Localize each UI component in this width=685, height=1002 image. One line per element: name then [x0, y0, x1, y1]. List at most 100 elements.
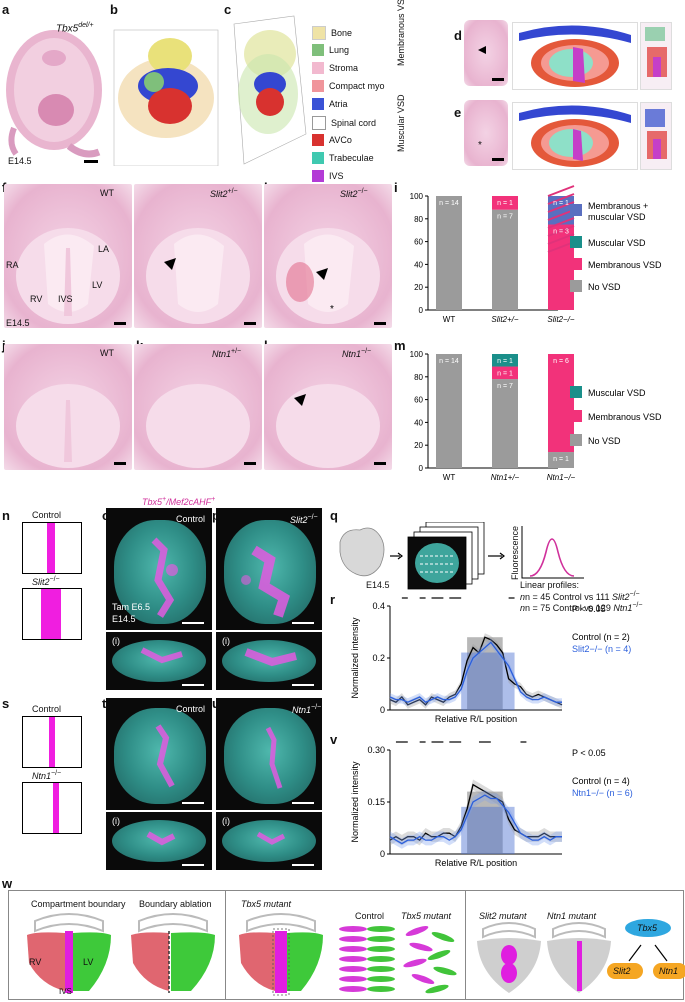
e-histology-image: * — [464, 100, 508, 166]
scale-bar — [374, 462, 386, 465]
3d-reconstruction-c — [224, 14, 310, 166]
k-histology-image — [134, 344, 262, 470]
w-tbx5-mutant-label2: Tbx5 mutant — [401, 911, 452, 921]
j-histology-image — [4, 344, 132, 470]
legend-swatch — [570, 236, 582, 248]
scale-bar — [114, 322, 126, 325]
w-rv-label: RV — [29, 957, 42, 967]
fluor-header: Tbx5+/Mef2cAHF+ — [142, 496, 216, 507]
legend-item: AVCo — [312, 134, 352, 146]
q-line1: Linear profiles: — [520, 580, 580, 590]
f-ivs-label: IVS — [58, 294, 73, 304]
series-line — [389, 641, 562, 703]
svg-text:*: * — [330, 304, 334, 315]
x-tick-label: Slit2+/− — [491, 315, 518, 324]
w-ntn1-node-label: Ntn1 — [659, 966, 679, 976]
t-control-label: Control — [176, 704, 206, 714]
scale-bar — [114, 462, 126, 465]
bar — [492, 366, 518, 380]
d-histology-image — [464, 20, 508, 86]
legend-label: No VSD — [588, 436, 621, 446]
s-mutant-label: Ntn1−/− — [32, 770, 62, 781]
s-control-label: Control — [32, 704, 62, 714]
legend-item: Compact myo — [312, 80, 385, 92]
y-tick-label: 0.15 — [367, 797, 385, 807]
legend-item: Lung — [312, 44, 349, 56]
t-sub-label: (i) — [112, 816, 120, 826]
p-genotype: Slit2−/− — [290, 514, 318, 525]
shaded-bar-mutant — [461, 806, 515, 854]
n-mutant-boundary-schematic — [22, 588, 82, 640]
legend-swatch — [570, 386, 582, 398]
legend-label: Control (n = 2) — [572, 632, 630, 642]
bar — [492, 354, 518, 367]
p-value-label: P < 0.05 — [572, 748, 606, 758]
f-ra-label: RA — [6, 260, 19, 270]
scale-bar — [244, 462, 256, 465]
bar — [436, 354, 462, 468]
y-tick-label: 100 — [410, 192, 424, 201]
legend-item: Bone — [312, 26, 352, 40]
legend-item: Stroma — [312, 62, 358, 74]
w-lv-label: LV — [83, 957, 94, 967]
e-side-render — [640, 102, 672, 170]
y-tick-label: 60 — [414, 238, 423, 247]
legend-swatch — [570, 280, 582, 292]
y-tick-label: 0.2 — [372, 653, 385, 663]
bar-label: n = 1 — [497, 358, 513, 365]
w-boundary-ablation: Boundary ablation — [139, 899, 212, 909]
w-compartment-boundary: Compartment boundary — [31, 899, 126, 909]
y-tick-label: 0 — [380, 849, 385, 859]
panel-letter-e: e — [454, 105, 462, 120]
x-tick-label: Slit2−/− — [547, 315, 574, 324]
panel-letter-d: d — [454, 28, 462, 43]
series-band — [390, 789, 562, 849]
y-tick-label: 20 — [414, 441, 423, 450]
u-fluor-image: Ntn1−/− — [216, 698, 322, 810]
y-tick-label: 0 — [419, 464, 424, 473]
l-histology-image — [264, 344, 392, 470]
panel-letter-v: v — [330, 732, 338, 747]
bar-hatch — [547, 201, 575, 213]
w-model-box: Compartment boundary Boundary ablation R… — [8, 890, 685, 1000]
bar — [492, 379, 518, 468]
o-sub-fluor-image: (i) — [106, 632, 212, 690]
n-mutant-label: Slit2−/− — [32, 576, 60, 587]
bar — [548, 354, 574, 453]
n-control-boundary-schematic — [22, 522, 82, 574]
legend-label: Muscular VSD — [588, 388, 646, 398]
f-stage-label: E14.5 — [6, 318, 30, 328]
n-control-label: Control — [32, 510, 62, 520]
s-control-boundary-schematic — [22, 716, 82, 768]
chart-r: 0 0.2 0.4 Normalized intensity Relative R/L … — [350, 597, 631, 724]
panel-letter-a: a — [2, 2, 10, 17]
series-line — [389, 783, 562, 841]
q-line3: nn = 75 Control vs 129 Ntn1−/− — [520, 602, 643, 613]
panel-letter-q: q — [330, 508, 338, 523]
legend-item: IVS — [312, 170, 344, 182]
legend-label: Slit2−/− (n = 4) — [572, 644, 631, 654]
j-wt-label: WT — [100, 348, 114, 358]
bar — [436, 196, 462, 310]
d-side-render — [640, 22, 672, 90]
bar-hatch — [547, 225, 575, 237]
bar — [492, 209, 518, 310]
legend-label: muscular VSD — [588, 212, 646, 222]
w-tbx5-node-label: Tbx5 — [637, 923, 658, 933]
y-tick-label: 80 — [414, 373, 423, 382]
y-axis-label: Normalized intensity — [350, 617, 360, 699]
h-histology-image: * — [264, 184, 392, 328]
q-schematic: E14.5 Fluorescence — [334, 521, 684, 592]
s-mutant-boundary-schematic — [22, 782, 82, 834]
scale-bar — [84, 160, 98, 163]
p-fluor-image: Slit2−/− — [216, 508, 322, 630]
bar-hatch — [547, 185, 575, 197]
w-tbx5-mutant-label: Tbx5 mutant — [241, 899, 292, 909]
y-tick-label: 40 — [414, 418, 423, 427]
w-ntn1-node — [653, 963, 685, 979]
t-fluor-image: Control — [106, 698, 212, 810]
legend-item: Spinal cord — [312, 116, 376, 130]
x-axis-label: Relative R/L position — [435, 714, 517, 724]
legend-swatch — [570, 410, 582, 422]
legend-label: Membranous VSD — [588, 260, 662, 270]
